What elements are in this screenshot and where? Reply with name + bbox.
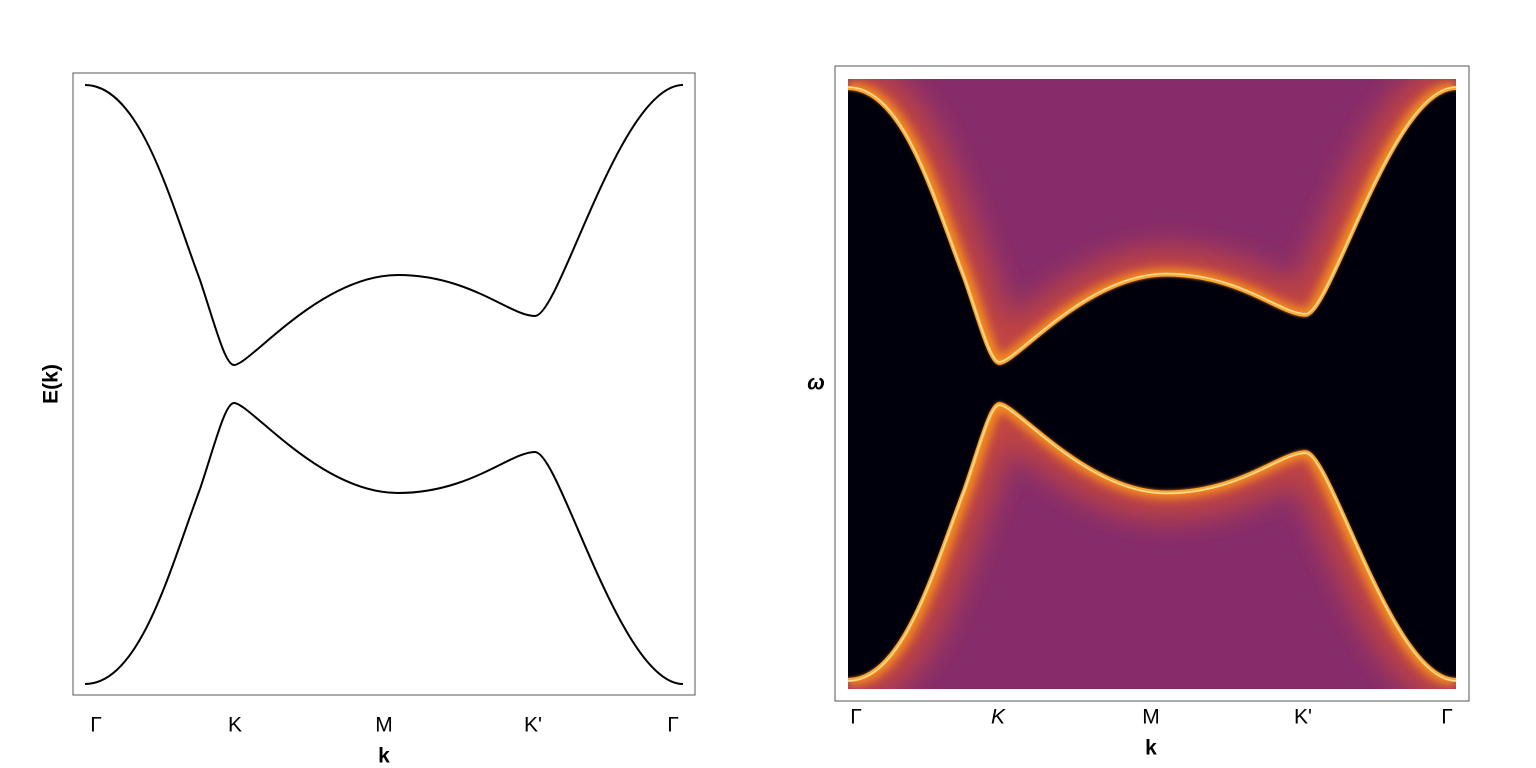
gap-region	[848, 90, 1456, 678]
x-tick-label: Γ	[850, 706, 862, 729]
plot-frame	[834, 65, 1470, 702]
band-curve	[84, 402, 684, 685]
x-tick-label: K'	[1294, 706, 1312, 729]
x-tick-labels: Γ K M K' Γ	[850, 706, 1453, 729]
x-tick-label: M	[375, 714, 393, 737]
x-tick-label: Γ	[90, 714, 102, 737]
x-tick-label: K	[228, 714, 242, 737]
band-curve	[84, 84, 684, 366]
x-tick-label: Γ	[667, 714, 679, 737]
x-tick-label: M	[1142, 706, 1160, 729]
x-axis-label: k	[1145, 737, 1157, 760]
spectral-map	[848, 79, 1456, 689]
x-tick-label: K	[991, 706, 1006, 729]
x-axis-label: k	[378, 745, 390, 768]
y-axis-label: E(k)	[40, 364, 63, 404]
x-tick-label: Γ	[1441, 706, 1453, 729]
x-tick-label: K'	[524, 714, 542, 737]
x-tick-labels: Γ K M K' Γ	[90, 714, 679, 737]
y-axis-label: ω	[807, 372, 825, 395]
plot-frame	[72, 72, 696, 696]
